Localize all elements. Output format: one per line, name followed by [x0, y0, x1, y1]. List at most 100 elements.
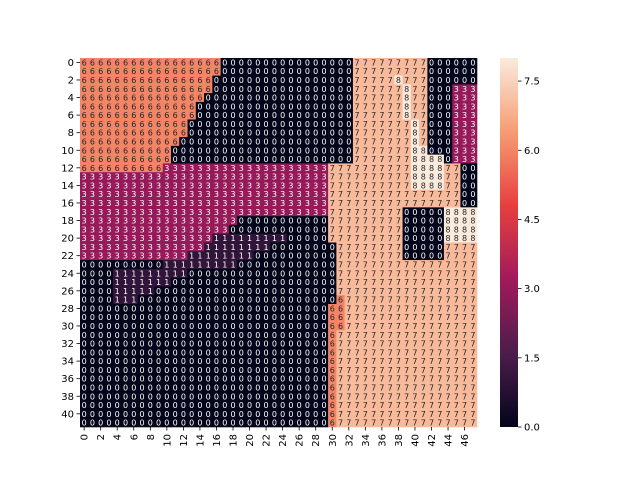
heatmap-cell	[270, 181, 279, 191]
cell-annotation: 0	[106, 287, 111, 296]
cell-annotation: 7	[379, 260, 384, 269]
heatmap-cell	[270, 172, 279, 182]
heatmap-cell	[386, 216, 395, 226]
cell-annotation: 0	[264, 58, 269, 67]
heatmap-cell	[113, 242, 122, 252]
cell-annotation: 7	[446, 410, 451, 419]
cell-annotation: 0	[412, 225, 417, 234]
heatmap-cell	[129, 58, 139, 68]
cell-annotation: 7	[446, 357, 451, 366]
heatmap-cell	[402, 347, 412, 358]
heatmap-cell	[129, 365, 139, 375]
heatmap-cell	[146, 312, 155, 322]
heatmap-cell	[468, 224, 478, 235]
cell-annotation: 7	[396, 173, 401, 182]
heatmap-cell	[146, 128, 155, 138]
cell-annotation: 0	[139, 296, 144, 305]
cell-annotation: 7	[396, 383, 401, 392]
heatmap-cell	[303, 304, 312, 314]
cell-annotation: 7	[379, 146, 384, 155]
cell-annotation: 0	[173, 340, 178, 349]
cell-annotation: 0	[247, 322, 252, 331]
heatmap-cell	[137, 66, 147, 76]
cell-annotation: 0	[189, 375, 194, 384]
heatmap-cell	[88, 418, 97, 428]
x-tick-label: 16	[212, 434, 223, 447]
cell-annotation: 6	[156, 164, 161, 173]
heatmap-cell	[245, 224, 254, 235]
cell-annotation: 3	[197, 164, 202, 173]
cell-annotation: 7	[363, 120, 368, 129]
heatmap-cell	[113, 233, 122, 243]
heatmap-cell	[319, 330, 329, 340]
cell-annotation: 3	[462, 94, 467, 103]
heatmap-cell	[146, 198, 155, 208]
heatmap-cell	[452, 321, 461, 331]
cell-annotation: 6	[82, 164, 87, 173]
cell-annotation: 0	[313, 243, 318, 252]
cell-annotation: 0	[139, 348, 144, 357]
cell-annotation: 0	[139, 357, 144, 366]
heatmap-cell	[311, 163, 321, 173]
cell-annotation: 7	[338, 375, 343, 384]
heatmap-cell	[336, 268, 345, 278]
cell-annotation: 7	[371, 322, 376, 331]
cell-annotation: 7	[470, 392, 475, 401]
cell-annotation: 0	[255, 102, 260, 111]
heatmap-cell	[410, 347, 420, 358]
heatmap-cell	[344, 119, 354, 129]
heatmap-cell	[228, 93, 238, 103]
cell-annotation: 1	[148, 269, 153, 278]
heatmap-cell	[129, 101, 139, 112]
cell-annotation: 0	[429, 137, 434, 146]
heatmap-cell	[427, 374, 436, 384]
heatmap-cell	[286, 172, 296, 182]
cell-annotation: 3	[189, 190, 194, 199]
heatmap-cell	[319, 75, 329, 85]
cell-annotation: 0	[115, 331, 120, 340]
heatmap-cell	[187, 418, 197, 428]
y-tick-label: 26	[61, 286, 74, 297]
cell-annotation: 8	[412, 137, 417, 146]
heatmap-cell	[311, 347, 321, 358]
heatmap-cell	[443, 233, 453, 243]
heatmap-cell	[410, 391, 420, 401]
cell-annotation: 7	[338, 173, 343, 182]
heatmap-cell	[129, 312, 139, 322]
cell-annotation: 3	[206, 199, 211, 208]
cell-annotation: 6	[98, 58, 103, 67]
cell-annotation: 0	[313, 392, 318, 401]
cell-annotation: 6	[181, 102, 186, 111]
heatmap-cell	[129, 418, 139, 428]
cell-annotation: 3	[230, 173, 235, 182]
heatmap-cell	[88, 137, 97, 147]
heatmap-cell	[394, 93, 403, 103]
heatmap-cell	[344, 339, 354, 349]
heatmap-cell	[220, 172, 230, 182]
cell-annotation: 7	[396, 102, 401, 111]
cell-annotation: 0	[288, 322, 293, 331]
cell-annotation: 0	[421, 243, 426, 252]
heatmap-cell	[121, 163, 130, 173]
cell-annotation: 0	[330, 102, 335, 111]
cell-annotation: 7	[446, 322, 451, 331]
heatmap-cell	[170, 189, 180, 199]
cell-annotation: 0	[206, 331, 211, 340]
cell-annotation: 0	[197, 357, 202, 366]
cell-annotation: 3	[173, 217, 178, 226]
heatmap-cell	[154, 84, 164, 94]
cell-annotation: 0	[288, 269, 293, 278]
cell-annotation: 0	[280, 94, 285, 103]
heatmap-cell	[452, 374, 461, 384]
cell-annotation: 0	[272, 410, 277, 419]
cell-annotation: 0	[272, 102, 277, 111]
heatmap-cell	[410, 93, 420, 103]
heatmap-cell	[204, 224, 213, 235]
cell-annotation: 7	[388, 76, 393, 85]
cell-annotation: 7	[355, 304, 360, 313]
heatmap-cell	[237, 391, 246, 401]
heatmap-cell	[245, 409, 254, 419]
heatmap-cell	[443, 189, 453, 199]
heatmap-cell	[253, 347, 263, 358]
cell-annotation: 3	[280, 173, 285, 182]
